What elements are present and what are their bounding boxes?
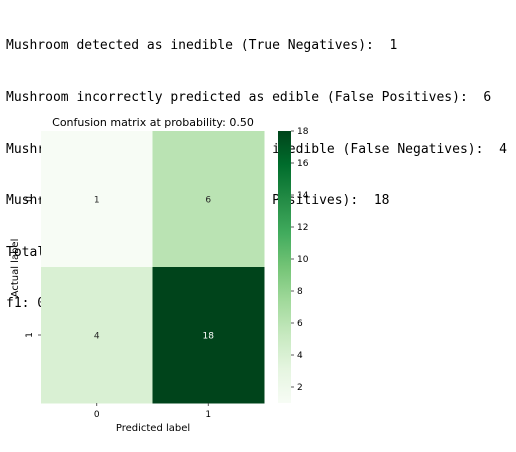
colorbar-tick-label: 14 <box>297 191 309 201</box>
cell-value-label: 4 <box>94 332 100 342</box>
colorbar-tick-label: 6 <box>297 319 303 329</box>
output-line-true-negatives: Mushroom detected as inedible (True Nega… <box>6 38 398 54</box>
colorbar-tick-label: 12 <box>297 223 308 233</box>
chart-title: Confusion matrix at probability: 0.50 <box>52 116 254 129</box>
colorbar-tick-label: 2 <box>297 383 303 393</box>
x-tick-label: 1 <box>205 410 211 420</box>
heatmap-cell <box>41 131 153 268</box>
colorbar-ticks: 2 4 6 8 10 12 14 16 18 <box>291 127 309 393</box>
heatmap-cell <box>152 131 265 268</box>
y-axis-label: Actual label <box>10 239 21 298</box>
colorbar-tick-label: 10 <box>297 255 309 265</box>
y-tick-label: 1 <box>25 332 35 338</box>
heatmap-cell <box>152 267 265 404</box>
x-tick-label: 0 <box>94 410 100 420</box>
colorbar-tick-label: 16 <box>297 159 309 169</box>
colorbar-tick-label: 8 <box>297 287 303 297</box>
y-tick-label: 0 <box>25 196 35 202</box>
colorbar-tick-label: 4 <box>297 351 303 361</box>
cell-value-label: 18 <box>203 332 215 342</box>
heatmap-cell <box>41 267 153 404</box>
output-line-false-positives: Mushroom incorrectly predicted as edible… <box>6 90 492 105</box>
y-axis-ticks: 01 <box>25 196 41 338</box>
colorbar-tick-label: 18 <box>297 127 309 137</box>
colorbar <box>278 131 291 403</box>
cell-value-label: 1 <box>94 196 100 206</box>
heatmap-cells: 1 6 4 18 <box>41 131 265 404</box>
x-axis-label: Predicted label <box>116 423 190 434</box>
cell-value-label: 6 <box>205 196 211 206</box>
